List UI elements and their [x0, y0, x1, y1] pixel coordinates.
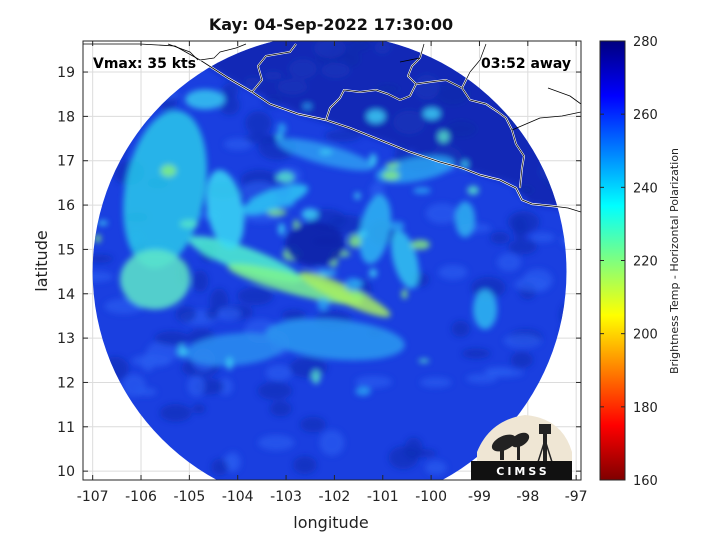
y-tick-label: 18 [57, 109, 75, 125]
logo-tower-legs [537, 437, 553, 463]
x-tick-label: -97 [565, 489, 588, 505]
colorbar [599, 40, 626, 481]
x-tick-label: -99 [468, 489, 491, 505]
logo-dish-2-stand [517, 443, 520, 460]
y-tick-label: 15 [57, 242, 75, 258]
state-border-2-shadow [251, 43, 297, 93]
colorbar-tick-label: 200 [633, 328, 658, 343]
x-tick-label: -104 [222, 489, 254, 505]
logo-dish-2 [510, 432, 530, 448]
x-tick-label: -101 [367, 489, 399, 505]
colorbar-tick-label: 180 [633, 401, 658, 416]
land-border-outside [167, 43, 581, 131]
x-tick-label: -103 [270, 489, 302, 505]
coastline-shadow [83, 43, 581, 213]
brightness-swath [92, 41, 567, 480]
colorbar-tick-label: 280 [633, 35, 658, 50]
colorbar-tick-label: 260 [633, 108, 658, 123]
y-tick-label: 16 [57, 198, 75, 214]
x-tick-label: -100 [415, 489, 447, 505]
y-tick-label: 19 [57, 65, 75, 81]
x-tick-label: -98 [516, 489, 539, 505]
state-border-4-shadow [415, 79, 525, 189]
state-border-5-shadow [461, 43, 487, 89]
time-away-annotation: 03:52 away [481, 56, 571, 72]
vmax-annotation: Vmax: 35 kts [93, 56, 196, 72]
colorbar-tick-label: 160 [633, 474, 658, 489]
y-tick-label: 10 [57, 464, 75, 480]
cimss-logo: CIMSS [471, 415, 572, 480]
state-border-1-shadow [199, 43, 247, 61]
logo-dish-stand [500, 446, 504, 460]
y-tick-label: 14 [57, 287, 75, 303]
x-tick-label: -106 [125, 489, 157, 505]
colorbar-ticks: 160 180 200 220 240 260 280 [600, 35, 658, 489]
x-tick-label: -102 [319, 489, 351, 505]
axis-ticks [83, 41, 581, 480]
x-axis-label: longitude [293, 513, 368, 532]
logo-text: CIMSS [496, 465, 549, 478]
axes-frame [82, 40, 582, 481]
logo-dish [491, 434, 517, 452]
x-tick-label: -107 [77, 489, 109, 505]
logo-band [471, 461, 572, 480]
y-tick-label: 17 [57, 154, 75, 170]
x-tick-labels: -107 -106 -105 -104 -103 -102 -101 -100 -99 -98 -9… [77, 489, 588, 505]
state-border-3-shadow [325, 43, 425, 121]
colorbar-tick-label: 240 [633, 181, 658, 196]
y-tick-label: 12 [57, 375, 75, 391]
coastline-borders [83, 42, 581, 214]
chart-title: Kay: 04-Sep-2022 17:30:00 [209, 15, 453, 34]
logo-tower-top [539, 424, 551, 434]
x-tick-label: -105 [173, 489, 205, 505]
y-tick-labels: 10 11 12 13 14 15 16 17 18 19 [57, 65, 75, 480]
logo-tower [543, 432, 547, 462]
y-tick-label: 13 [57, 331, 75, 347]
colorbar-label: Brightness Temp - Horizontal Polarizatio… [668, 148, 681, 374]
colorbar-tick-label: 220 [633, 255, 658, 270]
y-axis-label: latitude [32, 230, 51, 291]
y-tick-label: 11 [57, 420, 75, 436]
